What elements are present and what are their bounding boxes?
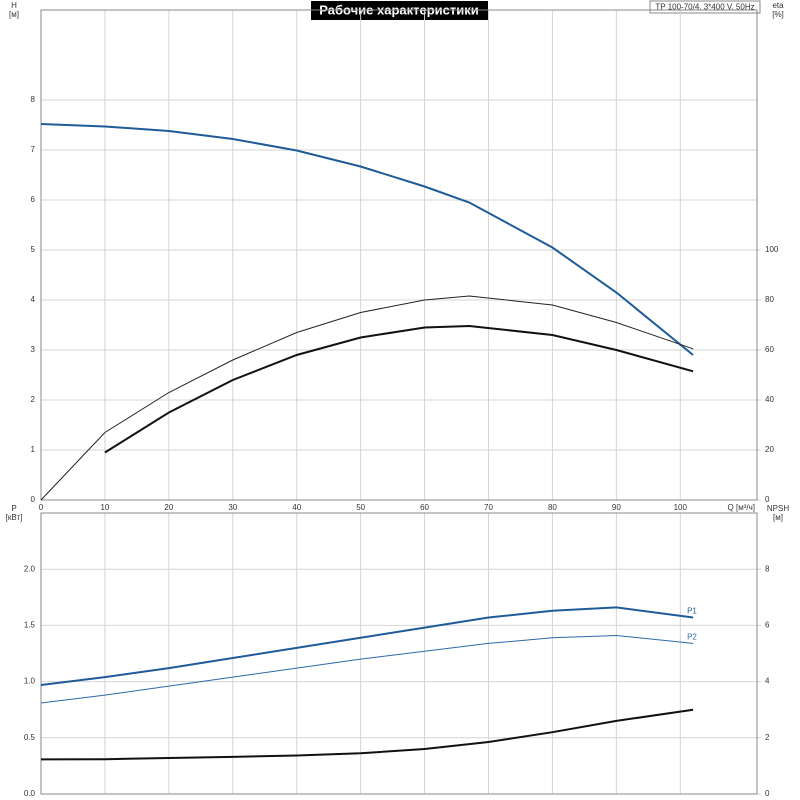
- y2-tick-label: 8: [765, 564, 770, 573]
- x-tick-label: 40: [292, 503, 301, 512]
- y-axis-label: [кВт]: [6, 513, 23, 522]
- y-tick-label: 0.0: [24, 789, 36, 798]
- y2-tick-label: 20: [765, 445, 774, 454]
- y2-tick-label: 60: [765, 345, 774, 354]
- curve-label: P1: [687, 607, 697, 616]
- y-tick-label: 7: [31, 145, 36, 154]
- y-axis-label: P: [11, 504, 16, 513]
- y2-tick-label: 100: [765, 245, 779, 254]
- x-tick-label: 10: [100, 503, 109, 512]
- y-tick-label: 3: [31, 345, 36, 354]
- plot-frame: [40, 512, 758, 795]
- curve: [40, 123, 694, 356]
- y-tick-label: 4: [31, 295, 36, 304]
- y2-tick-label: 0: [765, 789, 770, 798]
- y-tick-label: 8: [31, 95, 36, 104]
- y-tick-label: 2.0: [24, 564, 36, 573]
- model-label: TP 100-70/4, 3*400 V, 50Hz: [655, 3, 754, 12]
- y-tick-label: 1.5: [24, 621, 36, 630]
- y2-axis-label: NPSH: [767, 504, 789, 513]
- y2-tick-label: 2: [765, 733, 770, 742]
- y-tick-label: 0.5: [24, 733, 36, 742]
- curve: [40, 634, 694, 704]
- curve: [40, 295, 694, 501]
- x-tick-label: 0: [39, 503, 44, 512]
- x-tick-label: 50: [356, 503, 365, 512]
- x-tick-label: 80: [548, 503, 557, 512]
- x-axis-label: Q [м³/ч]: [728, 503, 755, 512]
- curve: [40, 708, 694, 761]
- x-tick-label: 30: [228, 503, 237, 512]
- y-tick-label: 6: [31, 195, 36, 204]
- x-tick-label: 20: [164, 503, 173, 512]
- y2-axis-label: [м]: [773, 513, 783, 522]
- curve-label: P2: [687, 632, 697, 641]
- y2-tick-label: 4: [765, 677, 770, 686]
- y-axis-label: [м]: [9, 10, 19, 19]
- curve: [104, 324, 694, 454]
- y-tick-label: 1.0: [24, 677, 36, 686]
- y2-tick-label: 6: [765, 621, 770, 630]
- y2-tick-label: 80: [765, 295, 774, 304]
- plot-frame: [40, 9, 758, 501]
- x-tick-label: 60: [420, 503, 429, 512]
- x-tick-label: 70: [484, 503, 493, 512]
- x-tick-label: 90: [612, 503, 621, 512]
- y-tick-label: 0: [31, 495, 36, 504]
- y2-axis-label: [%]: [772, 10, 784, 19]
- y-tick-label: 2: [31, 395, 36, 404]
- y-tick-label: 1: [31, 445, 36, 454]
- x-tick-label: 100: [674, 503, 688, 512]
- y2-tick-label: 40: [765, 395, 774, 404]
- y-tick-label: 5: [31, 245, 36, 254]
- curve: [40, 606, 694, 686]
- y2-axis-label: eta: [772, 1, 784, 10]
- y-axis-label: H: [11, 1, 17, 10]
- y2-tick-label: 0: [765, 495, 770, 504]
